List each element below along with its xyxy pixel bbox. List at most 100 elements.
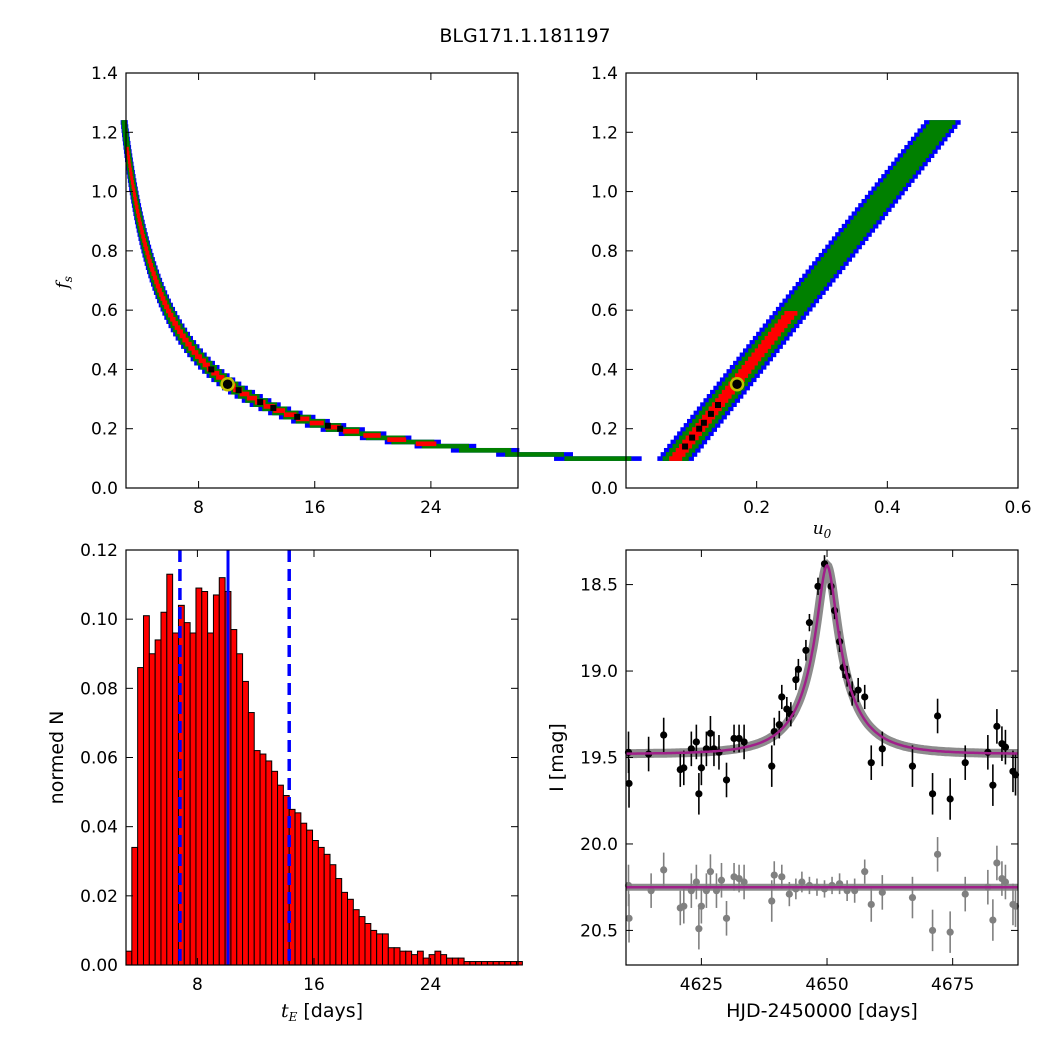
u0-fs-1-sigma-cell (718, 394, 732, 399)
u0-fs-2-sigma-cell (823, 252, 851, 258)
te-hist-bar (247, 712, 255, 966)
lightcurve-ytick-label: 19.0 (580, 662, 618, 682)
u0-fs-best-cell (714, 402, 721, 408)
te-fs-1-sigma-cell (151, 271, 156, 276)
u0-fs-xtick-label: 0.4 (874, 498, 901, 518)
panel-lightcurve-plot: 4625 4650 4675 18.5 19.0 19.5 20.0 20.5 HJD-2450… (546, 550, 1020, 1022)
te-fs-1-sigma-cell (141, 233, 145, 239)
u0-fs-ytick-label: 0.4 (591, 360, 618, 380)
lightcurve-data-point (695, 790, 703, 798)
u0-fs-best-fit-marker (729, 377, 745, 392)
te-fs-1-sigma-cell (157, 287, 162, 293)
lightcurve-residuals-point (740, 878, 748, 886)
lightcurve-residuals-point (778, 873, 786, 881)
te-fs-1-sigma-cell (144, 246, 149, 252)
u0-fs-2-sigma-cell (919, 132, 946, 138)
lightcurve-data-point (946, 795, 954, 803)
te-hist-bar (451, 957, 459, 966)
te-fs-ytick-label: 0.0 (91, 479, 118, 499)
u0-fs-2-sigma-cell (922, 128, 949, 134)
te-hist-xtick-label: 8 (192, 975, 203, 995)
lightcurve-data-point (878, 745, 886, 753)
te-fs-1-sigma-cell (325, 424, 341, 430)
te-fs-1-sigma-cell (172, 321, 178, 326)
te-hist-xlabel: tE [days] (281, 1000, 363, 1024)
te-hist-bar (137, 667, 144, 966)
te-hist-bar (218, 577, 226, 966)
lightcurve-residuals-point (961, 890, 969, 898)
te-fs-2-sigma-cell (344, 431, 381, 437)
te-fs-1-sigma-cell (166, 308, 172, 314)
te-fs-1-sigma-cell (127, 155, 131, 160)
te-fs-1-sigma-cell (132, 192, 137, 198)
te-fs-1-sigma-cell (128, 167, 132, 173)
te-fs-1-sigma-cell (129, 171, 133, 177)
lightcurve-residuals-point (660, 866, 668, 874)
figure-title: BLG171.1.181197 (439, 25, 610, 47)
u0-fs-ytick-label: 0.2 (591, 420, 618, 440)
te-hist-bar (253, 750, 261, 966)
lightcurve-data-point (908, 762, 917, 770)
te-fs-best-fit-marker (220, 377, 235, 392)
u0-fs-1-sigma-cell (781, 315, 795, 320)
u0-fs-1-sigma-cell (774, 323, 788, 329)
u0-fs-best-cell (696, 425, 703, 432)
u0-fs-2-sigma-cell (787, 298, 814, 304)
te-fs-1-sigma-cell (137, 217, 142, 223)
te-hist-bar (352, 909, 360, 966)
lightcurve-residuals-point (928, 926, 937, 935)
u0-fs-ytick-label: 0.6 (591, 301, 618, 321)
te-fs-1-sigma-cell (202, 362, 211, 368)
panel-te-fs-frame (125, 72, 519, 489)
lightcurve-data-point (692, 738, 700, 746)
u0-fs-2-sigma-cell (863, 203, 890, 208)
u0-fs-2-sigma-cell (876, 186, 903, 192)
te-fs-1-sigma-cell (182, 337, 189, 343)
te-fs-best-cell (208, 366, 215, 373)
te-fs-1-sigma-cell (198, 358, 206, 364)
te-fs-1-sigma-cell (134, 200, 138, 206)
te-hist-bar (416, 950, 424, 966)
te-hist-bar (183, 622, 191, 966)
te-hist-bar (457, 957, 465, 966)
te-fs-2-sigma-cell (121, 124, 128, 129)
te-fs-xtick-label: 24 (420, 498, 442, 518)
u0-fs-1-sigma-cell (784, 311, 798, 316)
te-hist-bar (434, 950, 442, 966)
lightcurve-residuals-point (692, 878, 700, 886)
panel-u0-fs-frame (625, 72, 1019, 489)
te-hist-xtick-label: 24 (420, 975, 442, 995)
te-hist-bar (347, 898, 354, 966)
lightcurve-ytick-label: 19.5 (580, 749, 618, 769)
te-hist-bar (172, 632, 179, 966)
lightcurve-residuals-point (946, 928, 954, 936)
te-hist-ytick-label: 0.06 (80, 749, 118, 769)
te-hist-bar (212, 594, 220, 966)
lightcurve-data-point (706, 729, 715, 737)
te-hist-bar (230, 629, 238, 966)
panel-te-fs-plot: 8 16 240.00.20.40.60.81.01.21.4fs (53, 64, 642, 518)
te-fs-xtick-label: 16 (304, 498, 326, 518)
te-hist-bar (160, 611, 168, 966)
u0-fs-1-sigma-cell (754, 348, 768, 354)
u0-fs-2-sigma-cell (926, 124, 953, 129)
lightcurve-residuals-point (695, 925, 703, 933)
lightcurve-data-point (854, 686, 862, 694)
u0-fs-2-sigma-cell (837, 236, 864, 241)
te-fs-ytick-label: 0.8 (91, 242, 118, 262)
lightcurve-residuals-point (768, 897, 776, 905)
te-fs-ytick-label: 1.2 (91, 123, 118, 143)
te-fs-ytick-label: 0.2 (91, 420, 118, 440)
u0-fs-1-sigma-cell (741, 364, 755, 370)
te-fs-ytick-label: 1.0 (91, 183, 118, 203)
te-hist-xtick-label: 16 (303, 975, 325, 995)
u0-fs-2-sigma-cell (899, 157, 926, 163)
lightcurve-xtick-label: 4650 (805, 975, 848, 995)
te-hist-bar (428, 954, 436, 966)
lightcurve-data-point (697, 764, 705, 772)
lightcurve-ytick-label: 20.0 (580, 835, 618, 855)
te-fs-2-sigma-cell (421, 443, 469, 449)
te-fs-1-sigma-cell (130, 175, 134, 181)
te-fs-1-sigma-cell (211, 370, 220, 376)
